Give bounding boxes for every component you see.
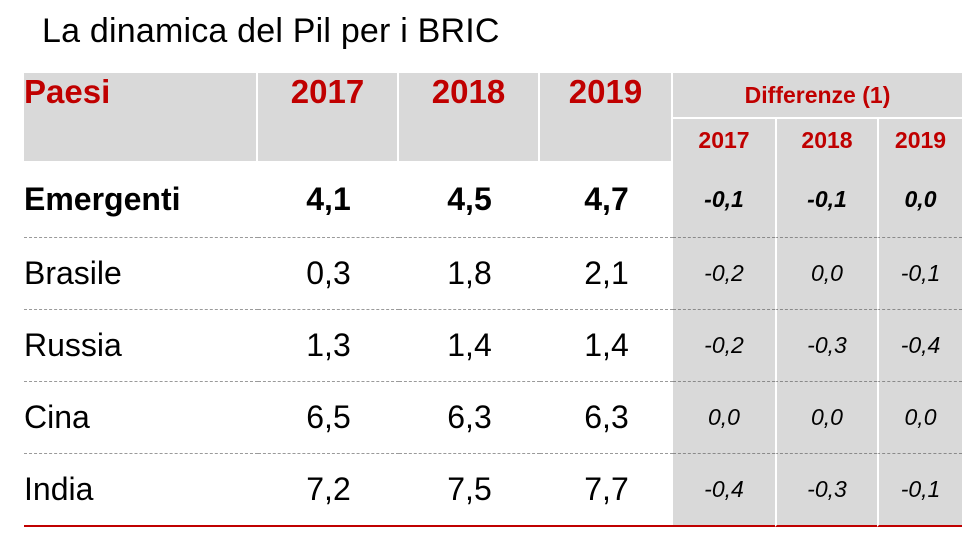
table-row: India 7,2 7,5 7,7 -0,4 -0,3 -0,1 xyxy=(24,454,963,527)
row-diff-2019: -0,1 xyxy=(877,454,963,527)
header-differenze: Differenze (1) xyxy=(673,73,963,117)
header-year-2017: 2017 xyxy=(258,73,399,161)
row-diff-2017: -0,4 xyxy=(673,454,775,527)
row-country-name: Emergenti xyxy=(24,161,258,238)
row-diff-2017: 0,0 xyxy=(673,382,775,454)
row-diff-2017: -0,2 xyxy=(673,310,775,382)
row-diff-2018: -0,3 xyxy=(775,454,877,527)
row-value-2019: 7,7 xyxy=(540,454,673,527)
page-title: La dinamica del Pil per i BRIC xyxy=(42,12,500,50)
table-row: Cina 6,5 6,3 6,3 0,0 0,0 0,0 xyxy=(24,382,963,454)
row-diff-2017: -0,2 xyxy=(673,238,775,310)
header-diff-2019: 2019 xyxy=(877,117,963,161)
row-diff-2018: -0,3 xyxy=(775,310,877,382)
row-country-name: Russia xyxy=(24,310,258,382)
row-country-name: India xyxy=(24,454,258,527)
row-value-2017: 1,3 xyxy=(258,310,399,382)
row-value-2018: 7,5 xyxy=(399,454,540,527)
row-diff-2019: 0,0 xyxy=(877,382,963,454)
header-diff-2017: 2017 xyxy=(673,117,775,161)
row-value-2019: 1,4 xyxy=(540,310,673,382)
table-row: Emergenti 4,1 4,5 4,7 -0,1 -0,1 0,0 xyxy=(24,161,963,238)
row-value-2019: 2,1 xyxy=(540,238,673,310)
row-value-2017: 4,1 xyxy=(258,161,399,238)
row-diff-2018: 0,0 xyxy=(775,238,877,310)
row-country-name: Brasile xyxy=(24,238,258,310)
row-diff-2017: -0,1 xyxy=(673,161,775,238)
row-diff-2019: -0,1 xyxy=(877,238,963,310)
row-diff-2018: 0,0 xyxy=(775,382,877,454)
row-diff-2019: 0,0 xyxy=(877,161,963,238)
row-value-2017: 6,5 xyxy=(258,382,399,454)
row-value-2019: 4,7 xyxy=(540,161,673,238)
table-row: Russia 1,3 1,4 1,4 -0,2 -0,3 -0,4 xyxy=(24,310,963,382)
row-country-name: Cina xyxy=(24,382,258,454)
row-value-2018: 4,5 xyxy=(399,161,540,238)
header-paesi: Paesi xyxy=(24,73,258,161)
row-value-2018: 1,8 xyxy=(399,238,540,310)
row-value-2018: 1,4 xyxy=(399,310,540,382)
table-row: Brasile 0,3 1,8 2,1 -0,2 0,0 -0,1 xyxy=(24,238,963,310)
header-year-2019: 2019 xyxy=(540,73,673,161)
row-value-2018: 6,3 xyxy=(399,382,540,454)
row-diff-2019: -0,4 xyxy=(877,310,963,382)
row-value-2019: 6,3 xyxy=(540,382,673,454)
header-diff-2018: 2018 xyxy=(775,117,877,161)
header-year-2018: 2018 xyxy=(399,73,540,161)
row-diff-2018: -0,1 xyxy=(775,161,877,238)
row-value-2017: 0,3 xyxy=(258,238,399,310)
gdp-table: Paesi 2017 2018 2019 Differenze (1) 2017… xyxy=(24,73,963,527)
row-value-2017: 7,2 xyxy=(258,454,399,527)
